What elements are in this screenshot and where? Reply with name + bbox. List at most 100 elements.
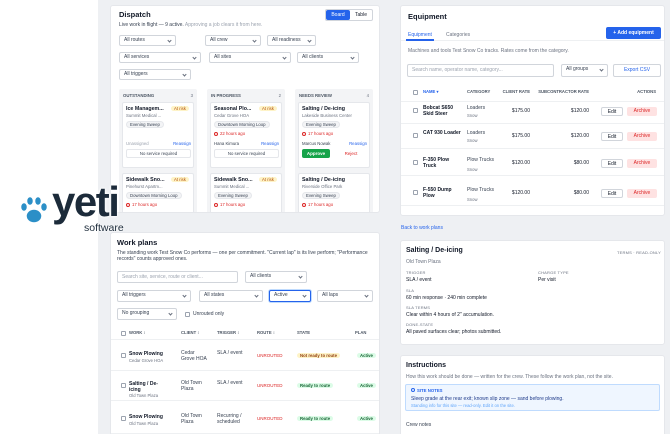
detail-site: Old Town Plaza: [406, 259, 441, 265]
tab-equipment[interactable]: Equipment: [408, 32, 432, 38]
plan-pill: Active: [357, 352, 376, 358]
column-name: IN PROGRESS: [211, 93, 241, 98]
work-name: Snow Plowing: [129, 414, 163, 420]
column-header: TRIGGER ↕: [217, 330, 240, 335]
risk-badge: At risk: [259, 177, 277, 183]
group-select[interactable]: All groups: [561, 64, 608, 77]
filter-select[interactable]: All clients: [297, 52, 359, 63]
equipment-category: Plow Trucks: [467, 187, 494, 193]
view-table[interactable]: Table: [355, 12, 367, 18]
paw-pad: [39, 201, 49, 213]
field-label: SLA: [406, 288, 415, 293]
search-input[interactable]: Search name, operator name, category...: [407, 64, 554, 77]
terms-panel: Salting / De-icing TERMS · READ-ONLY Old T…: [400, 240, 665, 345]
column-header: CLIENT ↕: [181, 330, 200, 335]
job-card[interactable]: Ice Managem... At risk Summit Medical ... E…: [122, 102, 194, 168]
card-time: 17 hours ago: [220, 202, 246, 207]
card-client: Riverside Office Park: [302, 184, 343, 189]
archive-button[interactable]: Archive: [627, 188, 657, 198]
reject-button[interactable]: Reject: [344, 151, 358, 156]
filter-select[interactable]: All services: [119, 52, 201, 63]
header-checkbox: [121, 330, 126, 336]
tab-categories[interactable]: Categories: [446, 32, 471, 38]
edit-button[interactable]: Edit: [601, 158, 623, 168]
approve-button[interactable]: Approve: [302, 149, 330, 158]
card-time: 22 hours ago: [220, 131, 246, 136]
reassign-link[interactable]: Reassign: [173, 141, 191, 146]
filter-select[interactable]: No grouping: [117, 308, 177, 320]
field-label: SLA TERMS: [406, 305, 431, 310]
equipment-name: F-550 Dump Plow: [423, 187, 452, 200]
work-client: Old Town Plaza: [181, 413, 202, 426]
filter-select[interactable]: All laps: [317, 290, 373, 302]
column-header: ACTIONS: [637, 89, 656, 94]
unrouted-checkbox[interactable]: [185, 311, 190, 317]
row-divider: [401, 123, 664, 124]
panel-title: Dispatch: [119, 10, 151, 19]
panel-description: How this work should be done — written f…: [406, 374, 613, 380]
job-card[interactable]: Sidewalk Sno... At risk Summit Medical ...…: [210, 173, 282, 212]
filter-select[interactable]: All routes: [119, 35, 176, 46]
row-checkbox: [413, 160, 418, 165]
column-name: NEEDS REVIEW: [299, 93, 332, 98]
field-value: Per visit: [538, 276, 556, 283]
card-title: Salting / De-icing: [302, 177, 345, 183]
clock-icon: [214, 131, 218, 136]
field-label: CHARGE TYPE: [538, 270, 569, 275]
archive-button[interactable]: Archive: [627, 158, 657, 168]
edit-button[interactable]: Edit: [601, 188, 623, 198]
filter-select[interactable]: All crew: [205, 35, 261, 46]
filter-select[interactable]: All states: [199, 290, 263, 302]
job-card[interactable]: Sidewalk Sno... At risk Pinehurst Apartm..…: [122, 173, 194, 212]
work-site: Old Town Plaza: [129, 420, 159, 426]
risk-badge: At risk: [259, 106, 277, 112]
row-checkbox: [413, 190, 418, 195]
board-column: NEEDS REVIEW 4 Salting / De-icing Lakeside …: [295, 89, 373, 212]
site-note: Sleep grade at the rear exit; known slip…: [411, 395, 564, 402]
search-input[interactable]: Search site, service, route or client...: [117, 271, 238, 283]
card-assignee: Marcus Nowak: [302, 141, 331, 146]
card-time: 17 hours ago: [132, 202, 158, 207]
work-route: UNROUTED: [257, 353, 283, 358]
filter-select[interactable]: All triggers: [117, 290, 191, 302]
filter-select[interactable]: Active: [269, 290, 311, 302]
panel-description: The standing work Test Snow Co performs …: [117, 250, 368, 263]
client-rate: $120.00: [511, 190, 530, 196]
filter-select[interactable]: All readiness: [267, 35, 316, 46]
site-notes: SITE NOTES Sleep grade at the rear exit; …: [405, 384, 660, 411]
standing-info: Standing info for this site — read-only.…: [411, 403, 515, 408]
filter-select[interactable]: All triggers: [119, 69, 191, 80]
logo-tagline: software: [84, 222, 124, 234]
column-header: ROUTE ↕: [257, 330, 275, 335]
job-card[interactable]: Salting / De-icing Lakeside Business Cent…: [298, 102, 370, 168]
tab-border: [401, 40, 664, 41]
archive-button[interactable]: Archive: [627, 131, 657, 141]
column-count: 3: [190, 93, 193, 98]
job-card[interactable]: Salting / De-icing Riverside Office Park E…: [298, 173, 370, 212]
subtitle-hint: Approving a job clears it from here.: [184, 22, 263, 28]
job-card[interactable]: Seasonal Plo... At risk Cedar Grove HOA Dow…: [210, 102, 282, 168]
view-board[interactable]: Board: [326, 10, 350, 20]
clock-icon: [126, 202, 130, 207]
row-checkbox: [121, 416, 126, 421]
filter-select[interactable]: All clients: [245, 271, 307, 283]
edit-button[interactable]: Edit: [601, 106, 623, 116]
add-equipment-button[interactable]: + Add equipment: [606, 27, 661, 39]
export-button[interactable]: Export CSV: [613, 64, 661, 77]
work-trigger: SLA / event: [217, 350, 243, 356]
card-client: Cedar Grove HOA: [214, 113, 250, 118]
card-assignee: Hana Kimura: [214, 141, 240, 146]
back-link[interactable]: Back to work plans: [401, 225, 443, 231]
reassign-link[interactable]: Reassign: [349, 141, 367, 146]
filter-select[interactable]: All sites: [209, 52, 291, 63]
subcontractor-rate: $80.00: [573, 190, 589, 196]
archive-button[interactable]: Archive: [627, 106, 657, 116]
field-value: All paved surfaces clear; photos submitt…: [406, 328, 502, 335]
reassign-link[interactable]: Reassign: [261, 141, 279, 146]
clock-icon: [214, 202, 218, 207]
edit-button[interactable]: Edit: [601, 131, 623, 141]
row-divider: [401, 175, 664, 176]
state-pill: Ready to route: [297, 415, 334, 421]
card-assignee: Unassigned: [126, 141, 149, 146]
